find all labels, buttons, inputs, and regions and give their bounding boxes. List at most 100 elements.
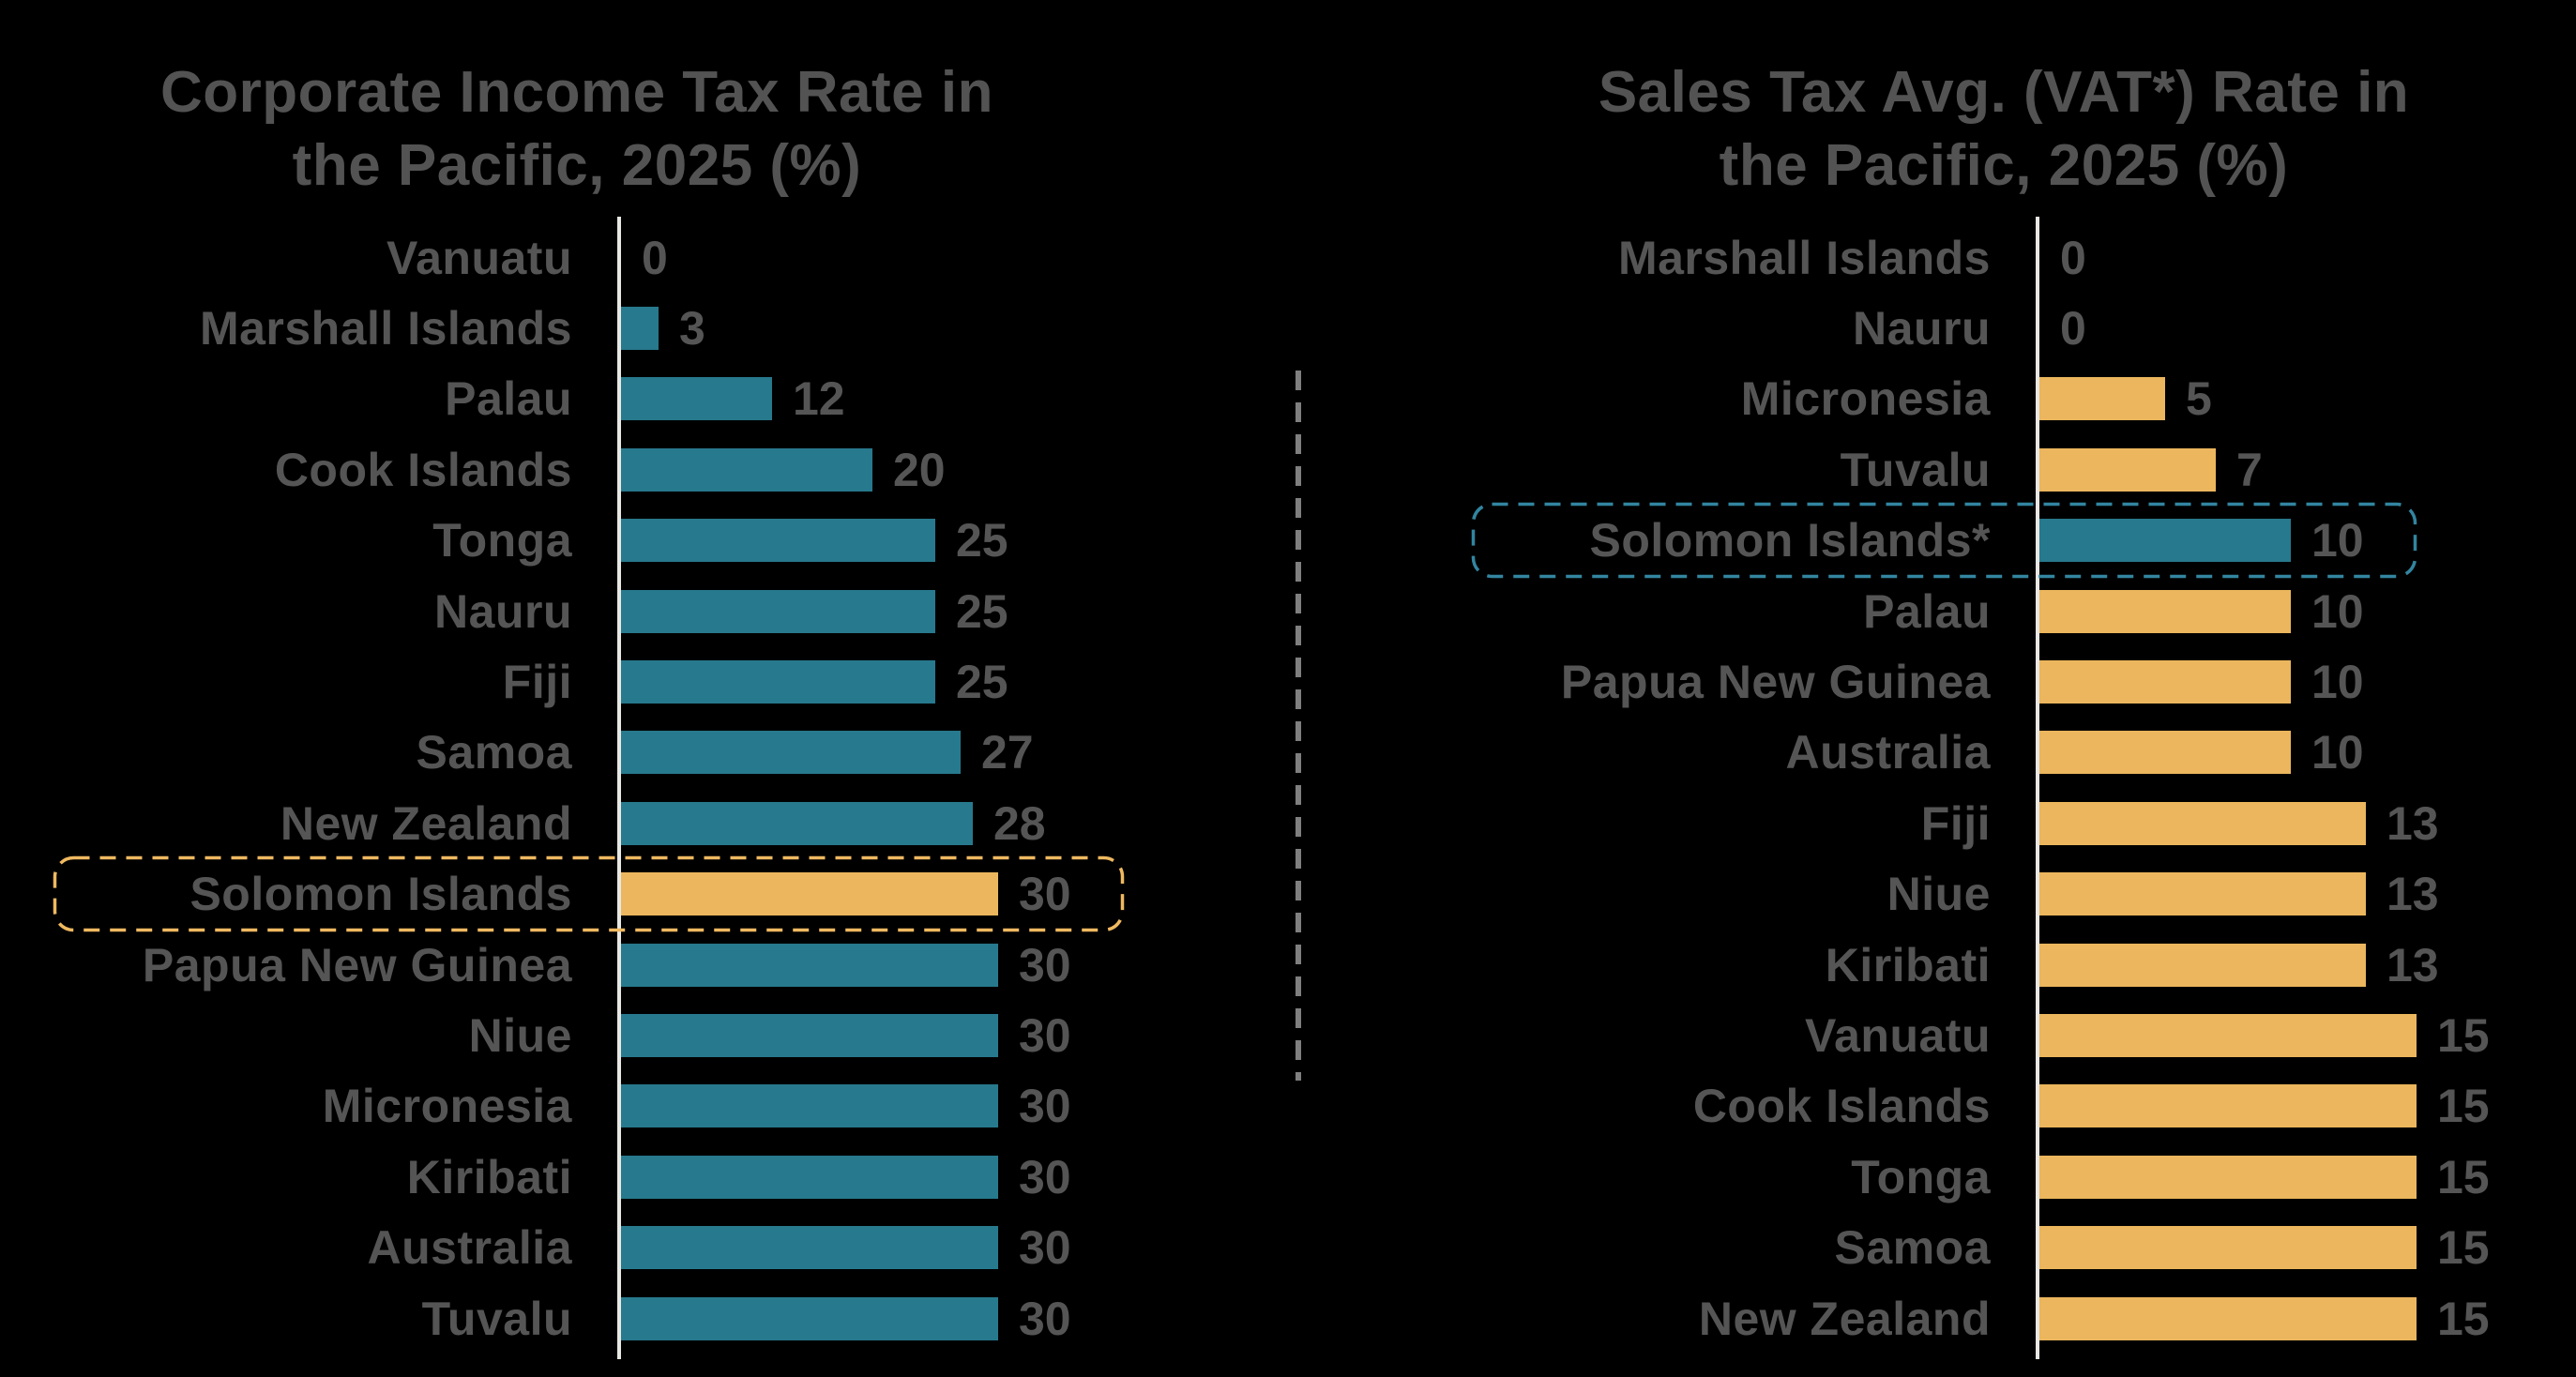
y-axis-line bbox=[617, 217, 621, 1359]
bar bbox=[2039, 1296, 2417, 1340]
bar bbox=[2039, 731, 2291, 775]
bar bbox=[2039, 660, 2291, 704]
value-label: 0 bbox=[2060, 302, 2086, 356]
category-label: Vanuatu bbox=[386, 231, 572, 284]
value-label: 13 bbox=[2387, 868, 2439, 921]
category-label: Tuvalu bbox=[1840, 443, 1991, 496]
chart-title-vat: Sales Tax Avg. (VAT*) Rate in the Pacifi… bbox=[1456, 56, 2552, 203]
bar-row: Marshall Islands 0 bbox=[1456, 222, 2552, 293]
category-label: Australia bbox=[367, 1221, 572, 1275]
bar-row: Nauru 0 bbox=[1456, 293, 2552, 363]
bar bbox=[621, 660, 935, 704]
category-label: Tonga bbox=[1851, 1150, 1991, 1203]
value-label: 15 bbox=[2437, 1292, 2490, 1345]
bar bbox=[2039, 801, 2366, 845]
bar bbox=[2039, 377, 2165, 421]
category-label: Papua New Guinea bbox=[142, 938, 572, 991]
bar-row: Tonga 15 bbox=[1456, 1142, 2552, 1212]
plot-area-corporate: Vanuatu 0 Marshall Islands 3 Palau 12 Cook Isl… bbox=[38, 217, 1173, 1359]
bar bbox=[621, 731, 961, 775]
bar-row: Kiribati 13 bbox=[1456, 930, 2552, 1000]
category-label: Solomon Islands* bbox=[1589, 514, 1991, 567]
value-label: 13 bbox=[2387, 796, 2439, 850]
value-label: 30 bbox=[1019, 1080, 1071, 1133]
chart-title-line2: the Pacific, 2025 (%) bbox=[292, 133, 862, 198]
category-label: Palau bbox=[1863, 584, 1991, 638]
value-label: 7 bbox=[2236, 443, 2263, 496]
value-label: 12 bbox=[793, 372, 845, 426]
bar bbox=[2039, 589, 2291, 633]
bar bbox=[621, 447, 872, 492]
value-label: 5 bbox=[2186, 372, 2212, 426]
category-label: Micronesia bbox=[322, 1080, 572, 1133]
bar bbox=[2039, 1084, 2417, 1128]
value-label: 30 bbox=[1019, 1008, 1071, 1062]
bar-row: Niue 30 bbox=[38, 1000, 1173, 1070]
category-label: Solomon Islands bbox=[189, 868, 572, 921]
bar-row: Marshall Islands 3 bbox=[38, 293, 1173, 363]
value-label: 10 bbox=[2311, 584, 2364, 638]
category-label: Marshall Islands bbox=[1617, 231, 1991, 284]
divider-dashed-line bbox=[1296, 371, 1301, 1081]
bar-row: Samoa 15 bbox=[1456, 1212, 2552, 1282]
bar-row: Papua New Guinea 10 bbox=[1456, 646, 2552, 717]
bar-row: New Zealand 28 bbox=[38, 788, 1173, 858]
bar bbox=[2039, 872, 2366, 916]
bar bbox=[2039, 1155, 2417, 1199]
category-label: Nauru bbox=[434, 584, 572, 638]
category-label: Nauru bbox=[1853, 302, 1991, 356]
bar bbox=[2039, 1226, 2417, 1270]
bar bbox=[621, 943, 998, 987]
bar-highlighted bbox=[2039, 519, 2291, 563]
category-label: Samoa bbox=[416, 726, 572, 779]
value-label: 25 bbox=[956, 584, 1008, 638]
value-label: 15 bbox=[2437, 1080, 2490, 1133]
category-label: New Zealand bbox=[280, 796, 572, 850]
value-label: 15 bbox=[2437, 1150, 2490, 1203]
category-label: Papua New Guinea bbox=[1560, 656, 1991, 709]
y-axis-line bbox=[2036, 217, 2039, 1359]
bar bbox=[621, 1013, 998, 1057]
value-label: 15 bbox=[2437, 1008, 2490, 1062]
value-label: 10 bbox=[2311, 726, 2364, 779]
category-label: Fiji bbox=[502, 656, 572, 709]
value-label: 25 bbox=[956, 514, 1008, 567]
bar bbox=[621, 589, 935, 633]
chart-title-corporate: Corporate Income Tax Rate in the Pacific… bbox=[38, 56, 1116, 203]
category-label: New Zealand bbox=[1698, 1292, 1991, 1345]
bar bbox=[621, 801, 973, 845]
value-label: 10 bbox=[2311, 656, 2364, 709]
category-label: Tuvalu bbox=[421, 1292, 572, 1345]
bar bbox=[621, 1155, 998, 1199]
value-label: 30 bbox=[1019, 1221, 1071, 1275]
category-label: Marshall Islands bbox=[199, 302, 572, 356]
bar bbox=[621, 1296, 998, 1340]
bar bbox=[621, 377, 772, 421]
value-label: 28 bbox=[993, 796, 1046, 850]
chart-title-line2: the Pacific, 2025 (%) bbox=[1719, 133, 2289, 198]
bar-row: Micronesia 30 bbox=[38, 1071, 1173, 1142]
value-label: 30 bbox=[1019, 1292, 1071, 1345]
category-label: Niue bbox=[1887, 868, 1991, 921]
value-label: 30 bbox=[1019, 938, 1071, 991]
bar-row: New Zealand 15 bbox=[1456, 1283, 2552, 1354]
bar-row: Tuvalu 7 bbox=[1456, 434, 2552, 505]
bar-row: Australia 30 bbox=[38, 1212, 1173, 1282]
category-label: Vanuatu bbox=[1805, 1008, 1991, 1062]
bar-row: Samoa 27 bbox=[38, 718, 1173, 788]
value-label: 0 bbox=[642, 231, 668, 284]
category-label: Kiribati bbox=[406, 1150, 572, 1203]
value-label: 10 bbox=[2311, 514, 2364, 567]
bar-row: Papua New Guinea 30 bbox=[38, 930, 1173, 1000]
bar-row: Vanuatu 15 bbox=[1456, 1000, 2552, 1070]
category-label: Fiji bbox=[1920, 796, 1991, 850]
bar-row: Solomon Islands* 10 bbox=[1456, 503, 2552, 579]
bar-row: Fiji 13 bbox=[1456, 788, 2552, 858]
category-label: Cook Islands bbox=[1692, 1080, 1991, 1133]
bar-row: Tuvalu 30 bbox=[38, 1283, 1173, 1354]
bar-row: Micronesia 5 bbox=[1456, 364, 2552, 434]
bar bbox=[2039, 943, 2366, 987]
bar bbox=[621, 1084, 998, 1128]
category-label: Australia bbox=[1785, 726, 1991, 779]
